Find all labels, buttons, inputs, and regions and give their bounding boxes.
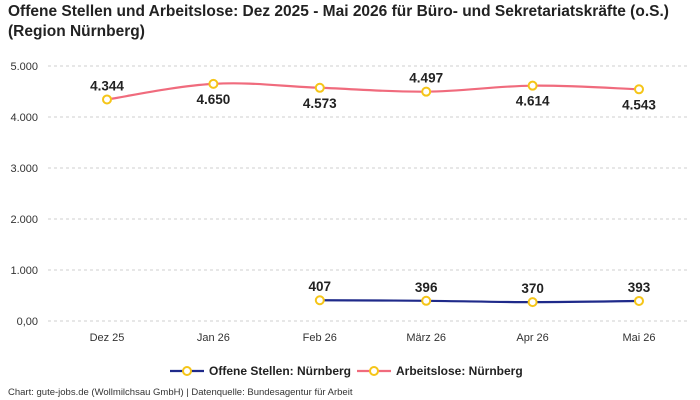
series-lines xyxy=(106,82,640,304)
data-label: 407 xyxy=(309,279,332,294)
x-tick-label: Jan 26 xyxy=(197,332,230,344)
data-label: 4.614 xyxy=(516,94,550,109)
x-tick-label: Apr 26 xyxy=(516,332,548,344)
legend-item: Arbeitslose: Nürnberg xyxy=(357,364,523,378)
data-labels: 407 396 370 393 4.344 4.650 4.573 4.497 4.614 4.5… xyxy=(90,71,656,296)
legend-label: Offene Stellen: Nürnberg xyxy=(209,364,351,378)
x-tick-label: März 26 xyxy=(406,332,446,344)
y-tick-label: 1.000 xyxy=(10,265,38,277)
y-tick-label: 0,00 xyxy=(17,316,38,328)
legend-swatch-marker xyxy=(369,366,379,376)
data-label: 4.543 xyxy=(622,97,656,112)
data-point xyxy=(314,295,325,306)
x-axis-ticks: Dez 25 Jan 26 Feb 26 März 26 Apr 26 Mai 26 xyxy=(90,332,656,344)
data-point xyxy=(421,295,432,306)
y-tick-label: 4.000 xyxy=(10,112,38,124)
data-point xyxy=(102,94,112,105)
y-tick-label: 5.000 xyxy=(10,61,38,73)
series-line-1 xyxy=(106,82,640,101)
x-tick-label: Feb 26 xyxy=(303,332,337,344)
data-point xyxy=(421,86,432,97)
legend-item: Offene Stellen: Nürnberg xyxy=(170,364,351,378)
x-tick-label: Dez 25 xyxy=(90,332,125,344)
legend-label: Arbeitslose: Nürnberg xyxy=(396,364,523,378)
data-point xyxy=(634,84,644,95)
data-label: 4.497 xyxy=(409,71,443,86)
data-point xyxy=(634,295,644,306)
data-label: 4.573 xyxy=(303,96,337,111)
series-line-0 xyxy=(319,299,640,304)
legend: Offene Stellen: Nürnberg Arbeitslose: Nür… xyxy=(170,364,523,378)
data-label: 4.650 xyxy=(197,92,231,107)
grid-lines xyxy=(48,65,688,322)
x-tick-label: Mai 26 xyxy=(622,332,655,344)
data-point xyxy=(527,80,538,91)
source-note: Chart: gute-jobs.de (Wollmilchsau GmbH) … xyxy=(8,387,353,398)
data-label: 396 xyxy=(415,280,438,295)
y-axis-ticks: 0,00 1.000 2.000 3.000 4.000 5.000 xyxy=(10,61,38,328)
data-point xyxy=(208,78,219,89)
data-label: 4.344 xyxy=(90,78,124,93)
series-points xyxy=(102,78,644,308)
legend-swatch-marker xyxy=(182,366,192,376)
data-label: 370 xyxy=(521,281,544,296)
data-label: 393 xyxy=(628,280,651,295)
y-tick-label: 2.000 xyxy=(10,214,38,226)
y-tick-label: 3.000 xyxy=(10,163,38,175)
data-point xyxy=(314,82,325,93)
chart-title: Offene Stellen und Arbeitslose: Dez 2025… xyxy=(8,3,669,40)
data-point xyxy=(527,297,538,308)
